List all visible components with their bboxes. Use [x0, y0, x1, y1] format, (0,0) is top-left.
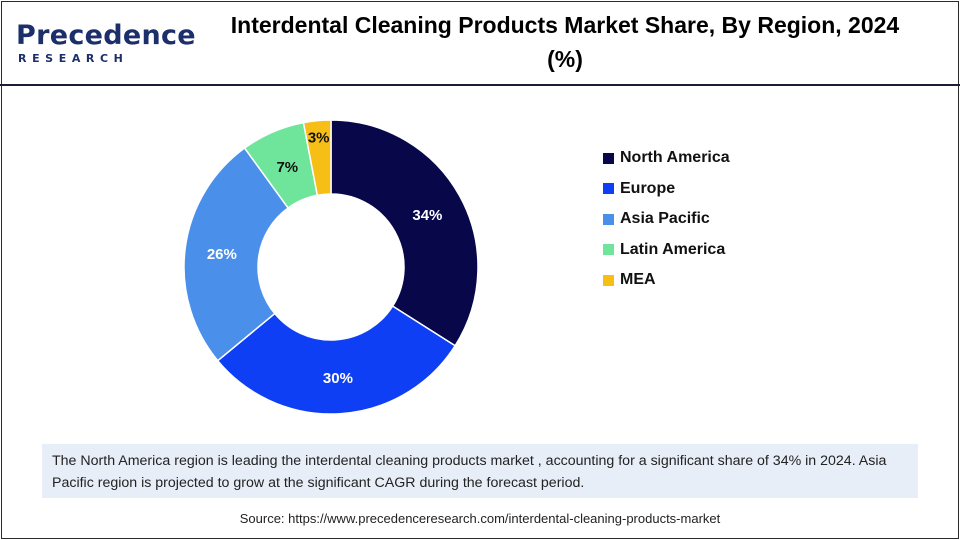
- legend-swatch: [603, 152, 614, 164]
- slice-label-europe: 30%: [323, 370, 353, 387]
- slice-europe: [216, 305, 457, 415]
- brand-logo: Precedence RESEARCH: [16, 20, 196, 65]
- header: Precedence RESEARCH Interdental Cleaning…: [0, 0, 960, 86]
- legend-swatch: [603, 274, 614, 286]
- slice-label-asia-pacific: 26%: [207, 246, 237, 263]
- legend-label: North America: [620, 149, 730, 167]
- legend-label: Latin America: [620, 240, 726, 258]
- source-text: Source: https://www.precedenceresearch.c…: [239, 511, 721, 526]
- brand-subtitle: RESEARCH: [18, 52, 129, 65]
- legend-label: MEA: [620, 271, 656, 289]
- legend-item-latin-america: Latin America: [603, 235, 730, 266]
- slice-label-latin-america: 7%: [276, 159, 298, 176]
- legend-item-asia-pacific: Asia Pacific: [603, 204, 730, 235]
- chart-title-text: Interdental Cleaning Products Market Sha…: [230, 12, 900, 38]
- legend-item-mea: MEA: [603, 265, 730, 296]
- chart-area: 34% 30% 26% 7% 3%: [0, 86, 960, 436]
- chart-title-unit: (%): [547, 46, 583, 72]
- legend-label: Europe: [620, 179, 676, 197]
- brand-name: Precedence: [16, 20, 196, 51]
- summary-note-text: The North America region is leading the …: [52, 453, 887, 491]
- donut-chart: 34% 30% 26% 7% 3%: [183, 119, 479, 415]
- chart-legend: North America Europe Asia Pacific Latin Ame…: [603, 143, 730, 296]
- slice-asia-pacific: [183, 147, 290, 362]
- legend-swatch: [603, 244, 614, 256]
- legend-item-europe: Europe: [603, 174, 730, 205]
- slice-mea: [302, 119, 332, 197]
- slice-north-america: [330, 119, 479, 347]
- source-citation: Source: https://www.precedenceresearch.c…: [0, 511, 960, 526]
- slice-label-north-america: 34%: [412, 207, 442, 224]
- slice-label-mea: 3%: [308, 130, 330, 147]
- legend-swatch: [603, 213, 614, 225]
- legend-label: Asia Pacific: [620, 210, 710, 228]
- legend-swatch: [603, 183, 614, 195]
- summary-note: The North America region is leading the …: [42, 444, 918, 498]
- chart-title: Interdental Cleaning Products Market Sha…: [190, 8, 940, 76]
- legend-item-north-america: North America: [603, 143, 730, 174]
